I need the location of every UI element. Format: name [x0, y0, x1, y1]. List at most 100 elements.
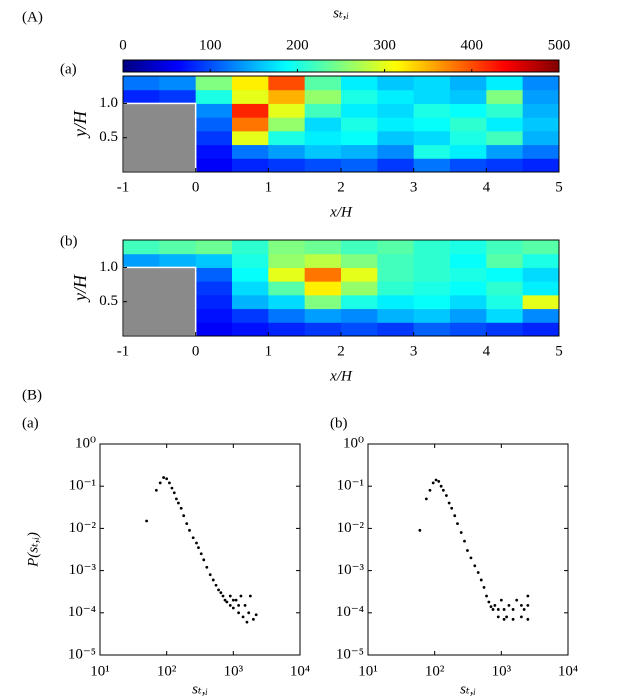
- heatmap-cell: [377, 158, 415, 173]
- x-tick-label: 5: [555, 343, 563, 359]
- point: [437, 479, 441, 483]
- heatmap-cell: [341, 281, 378, 296]
- heatmap-cell: [413, 267, 451, 282]
- point: [434, 478, 438, 482]
- y-tick-label: 0.5: [99, 293, 118, 309]
- heatmap-cell: [522, 253, 560, 268]
- x-tick-label: 10¹: [358, 663, 378, 679]
- heatmap-cell: [195, 144, 233, 159]
- heatmap-cell: [232, 267, 269, 282]
- heatmap-cell: [486, 89, 524, 104]
- heatmap-cell: [450, 76, 487, 91]
- colorbar-label: sₜ,ᵢ: [333, 5, 349, 21]
- heatmap-cell: [522, 240, 560, 255]
- heatmap-cell: [232, 281, 269, 296]
- x-tick-label: 3: [410, 343, 418, 359]
- heatmap-cell: [377, 240, 415, 255]
- y-tick-label: 10⁻⁵: [68, 646, 96, 662]
- heatmap-cell: [522, 158, 560, 173]
- point: [202, 558, 206, 562]
- point: [515, 598, 519, 602]
- point: [221, 594, 225, 598]
- heatmap-cell: [486, 281, 524, 296]
- point: [145, 519, 148, 523]
- point: [520, 603, 523, 607]
- heatmap-cell: [304, 103, 342, 118]
- heatmap-cell: [232, 253, 269, 268]
- heatmap-cell: [304, 267, 342, 282]
- x-axis-label: sₜ,ᵢ: [460, 681, 476, 697]
- x-tick-label: 10³: [224, 663, 244, 679]
- heatmap-cell: [304, 130, 342, 146]
- heatmap-cell: [195, 89, 233, 104]
- heatmap-cell: [486, 117, 524, 132]
- point: [175, 497, 178, 501]
- panel-label: (a): [22, 415, 39, 431]
- heatmap-cell: [377, 76, 415, 91]
- panel-label: (a): [60, 61, 77, 77]
- section-label: (B): [22, 387, 42, 403]
- heatmap-cell: [450, 144, 487, 159]
- heatmap-cell: [304, 281, 342, 296]
- point: [211, 578, 215, 582]
- heatmap-cell: [486, 322, 524, 337]
- heatmap-cell: [522, 322, 560, 337]
- heatmap-cell: [304, 89, 342, 104]
- heatmap-cell: [522, 281, 560, 296]
- point: [511, 608, 515, 611]
- x-tick-label: 0: [192, 179, 200, 195]
- point: [179, 506, 183, 510]
- heatmap-cell: [377, 130, 415, 146]
- point: [199, 552, 203, 556]
- heatmap-cell: [450, 267, 487, 282]
- y-tick-label: 10⁻³: [337, 562, 365, 578]
- heatmap-cell: [450, 103, 487, 118]
- heatmap-cell: [341, 89, 378, 104]
- x-tick-label: 1: [265, 343, 273, 359]
- heatmap-cell: [377, 89, 415, 104]
- heatmap-cell: [522, 308, 560, 323]
- point: [493, 603, 497, 607]
- heatmap-cell: [377, 253, 415, 268]
- y-tick-label: 10⁻¹: [337, 478, 364, 494]
- point: [466, 549, 469, 552]
- point: [188, 528, 191, 532]
- point: [491, 608, 495, 611]
- heatmap-cell: [159, 240, 197, 255]
- x-tick-label: 10³: [492, 663, 512, 679]
- heatmap-cell: [341, 117, 378, 132]
- point: [231, 598, 235, 602]
- panel-label: (b): [330, 415, 348, 431]
- heatmap-cell: [522, 267, 560, 282]
- heatmap-cell: [377, 103, 415, 118]
- x-tick-label: 4: [483, 343, 491, 359]
- colorbar-tick-label: 400: [461, 37, 484, 53]
- heatmap-cell: [123, 89, 160, 104]
- heatmap-cell: [195, 103, 233, 118]
- heatmap-cell: [450, 240, 487, 255]
- heatmap-cell: [413, 240, 451, 255]
- heatmap-cell: [413, 76, 451, 91]
- heatmap-cell: [159, 253, 197, 268]
- heatmap-cell: [377, 117, 415, 132]
- heatmap-cell: [486, 158, 524, 173]
- point: [197, 546, 200, 550]
- heatmap-cell: [341, 240, 378, 255]
- point: [165, 477, 169, 481]
- point: [234, 598, 238, 602]
- point: [424, 497, 428, 501]
- point: [447, 501, 451, 505]
- heatmap-cell: [268, 240, 306, 255]
- heatmap-cell: [195, 281, 233, 296]
- heatmap-cell: [268, 308, 306, 323]
- heatmap-cell: [195, 322, 233, 337]
- heatmap-cell: [268, 130, 306, 146]
- heatmap-cell: [304, 294, 342, 310]
- point: [526, 603, 530, 607]
- heatmap-cell: [304, 253, 342, 268]
- heatmap-cell: [413, 117, 451, 132]
- y-tick-label: 10⁰: [343, 435, 364, 451]
- x-tick-label: 10¹: [90, 663, 110, 679]
- heatmap-cell: [195, 158, 233, 173]
- panel-label: (b): [60, 233, 78, 249]
